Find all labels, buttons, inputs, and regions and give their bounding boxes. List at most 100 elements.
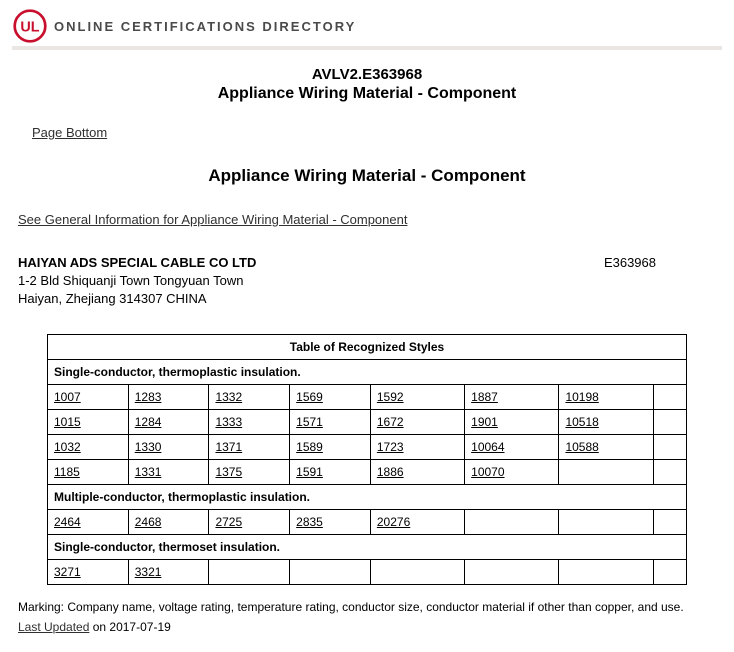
style-link[interactable]: 1591 (296, 465, 323, 479)
table-cell: 1672 (370, 410, 464, 435)
table-section-header: Single-conductor, thermoplastic insulati… (48, 360, 687, 385)
table-row: 1185 1331 1375 1591 1886 10070 (48, 460, 687, 485)
table-cell: 3321 (128, 560, 209, 585)
style-link[interactable]: 1330 (135, 440, 162, 454)
style-link[interactable]: 2464 (54, 515, 81, 529)
table-cell: 20276 (370, 510, 464, 535)
table-cell: 1901 (465, 410, 559, 435)
table-cell (465, 510, 559, 535)
style-link[interactable]: 1332 (215, 390, 242, 404)
table-cell (653, 510, 686, 535)
table-cell (653, 410, 686, 435)
style-link[interactable]: 1672 (377, 415, 404, 429)
style-link[interactable]: 1015 (54, 415, 81, 429)
recognized-styles-table: Table of Recognized StylesSingle-conduct… (47, 334, 687, 585)
style-link[interactable]: 2835 (296, 515, 323, 529)
table-caption: Table of Recognized Styles (48, 335, 687, 360)
style-link[interactable]: 1283 (135, 390, 162, 404)
table-cell (559, 510, 653, 535)
table-cell: 1723 (370, 435, 464, 460)
style-link[interactable]: 2725 (215, 515, 242, 529)
header-underline (12, 46, 722, 50)
document-code: AVLV2.E363968 (18, 66, 716, 83)
svg-text:UL: UL (20, 19, 39, 35)
style-link[interactable]: 20276 (377, 515, 410, 529)
style-link[interactable]: 1284 (135, 415, 162, 429)
table-cell: 1592 (370, 385, 464, 410)
company-address-1: 1-2 Bld Shiquanji Town Tongyuan Town (18, 273, 256, 288)
general-info-link[interactable]: See General Information for Appliance Wi… (18, 212, 407, 227)
content-area: AVLV2.E363968 Appliance Wiring Material … (0, 66, 734, 644)
table-section-header: Single-conductor, thermoset insulation. (48, 535, 687, 560)
table-section-header: Multiple-conductor, thermoplastic insula… (48, 485, 687, 510)
table-cell: 2468 (128, 510, 209, 535)
table-cell (653, 560, 686, 585)
table-cell: 10064 (465, 435, 559, 460)
style-link[interactable]: 10198 (565, 390, 598, 404)
company-address-2: Haiyan, Zhejiang 314307 CHINA (18, 291, 256, 306)
style-link[interactable]: 10070 (471, 465, 504, 479)
table-cell: 1284 (128, 410, 209, 435)
table-row: 3271 3321 (48, 560, 687, 585)
table-row: 1007 1283 1332 1569 1592 1887 10198 (48, 385, 687, 410)
table-cell: 1330 (128, 435, 209, 460)
style-link[interactable]: 1723 (377, 440, 404, 454)
style-link[interactable]: 1571 (296, 415, 323, 429)
company-name: HAIYAN ADS SPECIAL CABLE CO LTD (18, 255, 256, 270)
style-link[interactable]: 2468 (135, 515, 162, 529)
table-cell (370, 560, 464, 585)
style-link[interactable]: 1185 (54, 465, 80, 479)
style-link[interactable]: 3321 (135, 565, 162, 579)
table-cell: 10588 (559, 435, 653, 460)
table-cell: 2835 (290, 510, 371, 535)
last-updated-link[interactable]: Last Updated (18, 620, 89, 634)
table-cell: 10070 (465, 460, 559, 485)
table-cell: 10198 (559, 385, 653, 410)
table-cell (653, 460, 686, 485)
style-link[interactable]: 10064 (471, 440, 504, 454)
style-link[interactable]: 1371 (215, 440, 242, 454)
table-cell (653, 385, 686, 410)
style-link[interactable]: 1007 (54, 390, 81, 404)
table-cell: 1589 (290, 435, 371, 460)
table-cell: 1283 (128, 385, 209, 410)
company-code: E363968 (604, 255, 716, 306)
table-cell: 1571 (290, 410, 371, 435)
style-link[interactable]: 1569 (296, 390, 323, 404)
directory-title: ONLINE CERTIFICATIONS DIRECTORY (54, 19, 356, 34)
page-bottom-link[interactable]: Page Bottom (32, 125, 107, 140)
style-link[interactable]: 1333 (215, 415, 242, 429)
style-link[interactable]: 1331 (135, 465, 162, 479)
table-cell: 1015 (48, 410, 129, 435)
table-row: 2464 2468 2725 2835 20276 (48, 510, 687, 535)
style-link[interactable]: 1592 (377, 390, 404, 404)
table-cell: 1591 (290, 460, 371, 485)
last-updated-date: on 2017-07-19 (89, 620, 170, 634)
table-cell: 3271 (48, 560, 129, 585)
table-cell (290, 560, 371, 585)
style-link[interactable]: 1032 (54, 440, 81, 454)
table-cell: 2464 (48, 510, 129, 535)
last-updated: Last Updated on 2017-07-19 (18, 620, 716, 634)
style-link[interactable]: 3271 (54, 565, 81, 579)
company-block: HAIYAN ADS SPECIAL CABLE CO LTD 1-2 Bld … (18, 255, 716, 306)
table-cell: 10518 (559, 410, 653, 435)
table-cell: 1371 (209, 435, 290, 460)
style-link[interactable]: 1375 (215, 465, 242, 479)
style-link[interactable]: 1901 (471, 415, 498, 429)
table-cell: 1331 (128, 460, 209, 485)
section-title: Appliance Wiring Material - Component (18, 166, 716, 186)
table-cell: 1569 (290, 385, 371, 410)
table-cell: 1375 (209, 460, 290, 485)
style-link[interactable]: 1886 (377, 465, 404, 479)
table-cell (209, 560, 290, 585)
table-cell: 1032 (48, 435, 129, 460)
table-cell (559, 460, 653, 485)
table-cell: 1332 (209, 385, 290, 410)
table-cell (559, 560, 653, 585)
style-link[interactable]: 1589 (296, 440, 323, 454)
style-link[interactable]: 10518 (565, 415, 598, 429)
style-link[interactable]: 1887 (471, 390, 498, 404)
style-link[interactable]: 10588 (565, 440, 598, 454)
marking-text: Marking: Company name, voltage rating, t… (18, 599, 716, 616)
